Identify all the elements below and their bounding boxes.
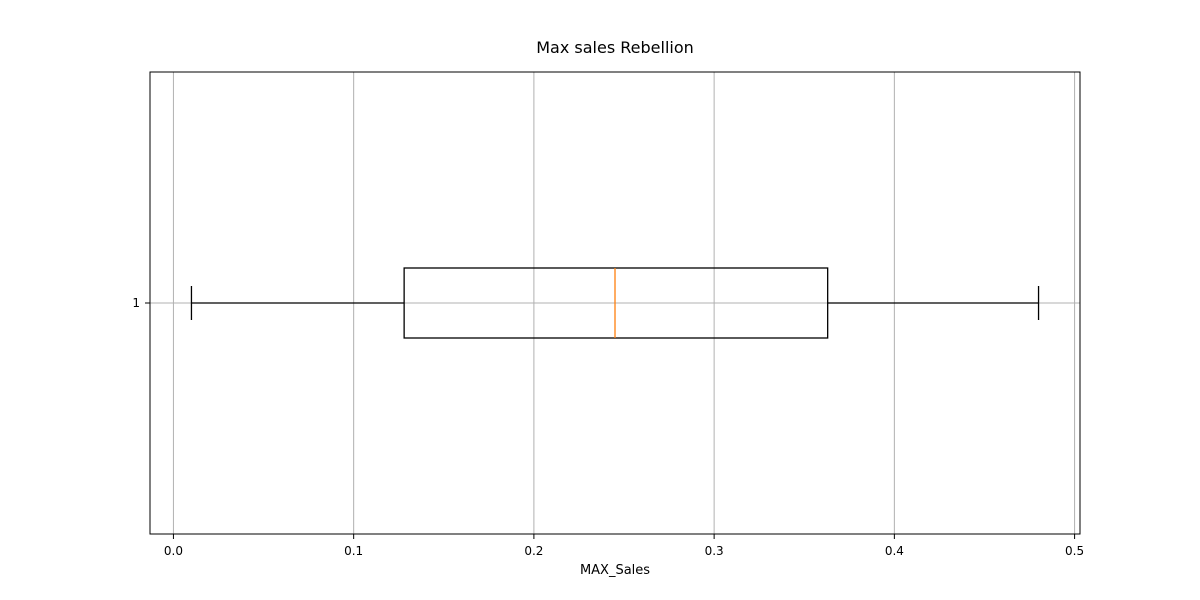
x-tick-label: 0.5 (1065, 544, 1084, 558)
y-tick-label: 1 (132, 296, 140, 310)
interquartile-box (403, 267, 829, 339)
x-tick-label: 0.4 (885, 544, 904, 558)
x-tick-label: 0.3 (705, 544, 724, 558)
x-tick-label: 0.1 (344, 544, 363, 558)
x-tick-label: 0.2 (524, 544, 543, 558)
plot-frame (149, 71, 1081, 535)
chart-title: Max sales Rebellion (536, 38, 694, 57)
x-axis-label: MAX_Sales (580, 563, 650, 578)
box-plot-elements (190, 267, 1040, 339)
x-tick-label: 0.0 (164, 544, 183, 558)
axes: 0.0 0.1 0.2 0.3 0.4 0.5 1 (132, 71, 1084, 558)
